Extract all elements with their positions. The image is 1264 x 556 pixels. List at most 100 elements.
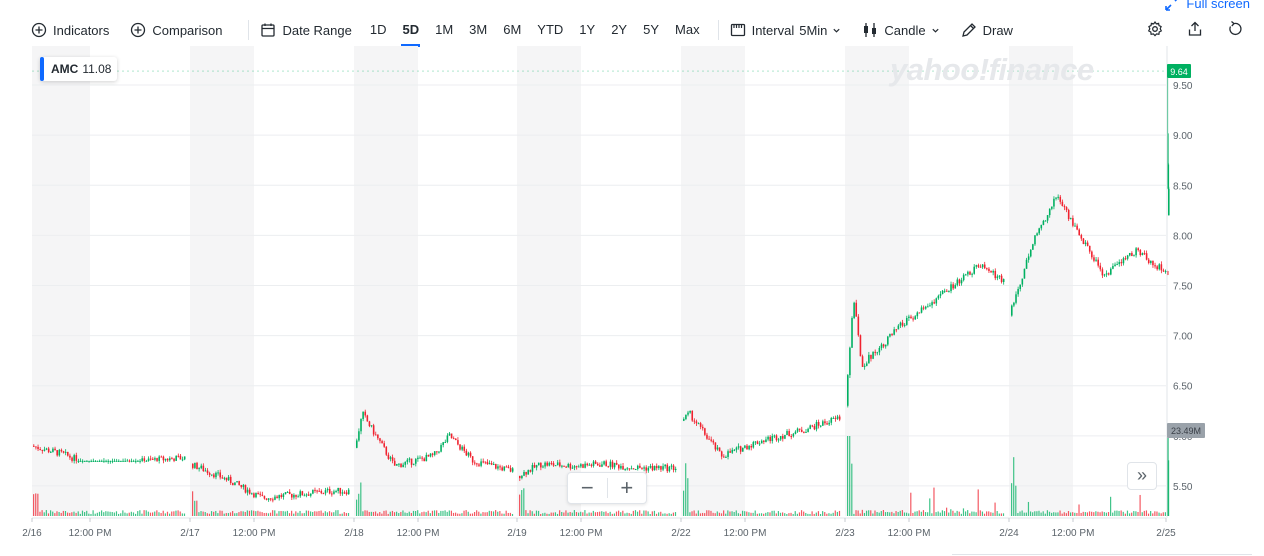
candle-body bbox=[914, 316, 917, 320]
candle-body bbox=[1048, 208, 1051, 216]
candle-body bbox=[735, 447, 738, 450]
volume-bar bbox=[884, 512, 887, 516]
candle-body bbox=[1061, 201, 1064, 207]
volume-bar bbox=[779, 512, 782, 516]
range-5y[interactable]: 5Y bbox=[643, 22, 660, 37]
candle-body bbox=[727, 451, 729, 457]
volume-bar bbox=[177, 510, 179, 516]
volume-bar bbox=[1124, 513, 1126, 516]
volume-bar bbox=[234, 513, 236, 516]
volume-bar bbox=[1029, 511, 1032, 516]
comparison-button[interactable]: Comparison bbox=[129, 16, 222, 44]
price-badges: 9.64 23.49M bbox=[32, 64, 1205, 438]
range-1y[interactable]: 1Y bbox=[579, 22, 596, 37]
range-1m[interactable]: 1M bbox=[435, 22, 454, 37]
volume-bar bbox=[956, 510, 958, 516]
volume-bar bbox=[905, 512, 908, 516]
volume-bar bbox=[969, 513, 971, 516]
x-tick-label: 2/22 bbox=[671, 528, 691, 539]
candle-body bbox=[347, 489, 350, 495]
candle-body bbox=[584, 463, 586, 468]
candle-body bbox=[1051, 206, 1053, 209]
volume-bar bbox=[408, 511, 410, 516]
volume-bar bbox=[689, 512, 691, 516]
range-3m[interactable]: 3M bbox=[469, 22, 488, 37]
scroll-to-latest-button[interactable]: » bbox=[1127, 462, 1157, 490]
candle-body bbox=[480, 461, 482, 466]
candle-body bbox=[828, 422, 830, 425]
candle-body bbox=[476, 463, 478, 465]
draw-button[interactable]: Draw bbox=[960, 16, 1013, 44]
candle-body bbox=[152, 458, 154, 460]
zoom-in-button[interactable]: + bbox=[620, 475, 634, 500]
candle-body bbox=[639, 465, 641, 468]
candle-body bbox=[253, 493, 255, 498]
range-2y[interactable]: 2Y bbox=[611, 22, 628, 37]
candle-body bbox=[276, 496, 278, 499]
volume-bar bbox=[77, 511, 79, 516]
interval-dropdown[interactable]: Interval 5Min bbox=[729, 16, 842, 44]
candle-body bbox=[865, 363, 868, 366]
volume-bar bbox=[796, 513, 798, 516]
settings-gear-icon[interactable] bbox=[1146, 20, 1164, 38]
range-5d[interactable]: 5D bbox=[401, 16, 420, 47]
volume-bar bbox=[227, 513, 230, 516]
volume-bar bbox=[647, 511, 649, 516]
candle-body bbox=[618, 464, 620, 469]
candle-body bbox=[202, 465, 205, 472]
ticker-legend[interactable]: AMC 11.08 bbox=[40, 57, 118, 81]
indicators-button[interactable]: Indicators bbox=[30, 16, 109, 44]
candle-body bbox=[588, 464, 591, 466]
volume-bar bbox=[937, 511, 939, 516]
candle-body bbox=[979, 266, 982, 268]
candle-body bbox=[1143, 253, 1146, 255]
candle-body bbox=[92, 460, 95, 462]
candle-body bbox=[592, 461, 595, 466]
volume-bar bbox=[324, 511, 326, 516]
volume-bar bbox=[473, 512, 476, 516]
volume-bar bbox=[824, 512, 826, 516]
volume-bar bbox=[1086, 512, 1089, 516]
candle-body bbox=[910, 316, 912, 319]
candle-body bbox=[164, 458, 167, 461]
candle-body bbox=[88, 460, 90, 462]
volume-bar bbox=[162, 510, 164, 516]
candle-body bbox=[1021, 278, 1024, 285]
volume-bar bbox=[79, 513, 81, 516]
chart-type-dropdown[interactable]: Candle bbox=[861, 16, 939, 44]
volume-bar bbox=[1118, 510, 1120, 516]
interval-label: Interval bbox=[751, 22, 795, 38]
reset-icon[interactable] bbox=[1226, 20, 1244, 38]
volume-bar bbox=[1112, 512, 1114, 516]
volume-bar bbox=[544, 512, 546, 516]
date-range-button[interactable]: Date Range bbox=[259, 16, 352, 44]
volume-bar bbox=[859, 513, 861, 516]
candle-body bbox=[981, 264, 984, 268]
share-icon[interactable] bbox=[1186, 20, 1204, 38]
candle-body bbox=[107, 460, 109, 462]
candle-body bbox=[655, 465, 658, 469]
volume-bar bbox=[362, 511, 364, 516]
volume-bar bbox=[723, 510, 725, 516]
range-1d[interactable]: 1D bbox=[369, 22, 387, 37]
range-max[interactable]: Max bbox=[675, 22, 700, 37]
candle-body bbox=[630, 468, 633, 470]
volume-bar bbox=[1002, 513, 1005, 516]
candle-body bbox=[1152, 260, 1154, 266]
volume-bar bbox=[499, 511, 501, 516]
volume-bar bbox=[851, 463, 853, 516]
candle-body bbox=[433, 451, 436, 455]
volume-bar bbox=[345, 513, 347, 516]
zoom-out-button[interactable]: − bbox=[580, 475, 594, 500]
range-ytd[interactable]: YTD bbox=[537, 22, 564, 37]
volume-bar bbox=[920, 511, 922, 516]
volume-bar bbox=[704, 513, 706, 516]
range-6m[interactable]: 6M bbox=[503, 22, 522, 37]
fullscreen-link[interactable]: Full screen bbox=[1164, 0, 1250, 12]
volume-bar bbox=[316, 511, 318, 516]
volume-bar bbox=[305, 510, 307, 516]
volume-bar bbox=[651, 511, 653, 516]
volume-bar bbox=[561, 511, 563, 516]
volume-bar bbox=[1023, 512, 1025, 516]
